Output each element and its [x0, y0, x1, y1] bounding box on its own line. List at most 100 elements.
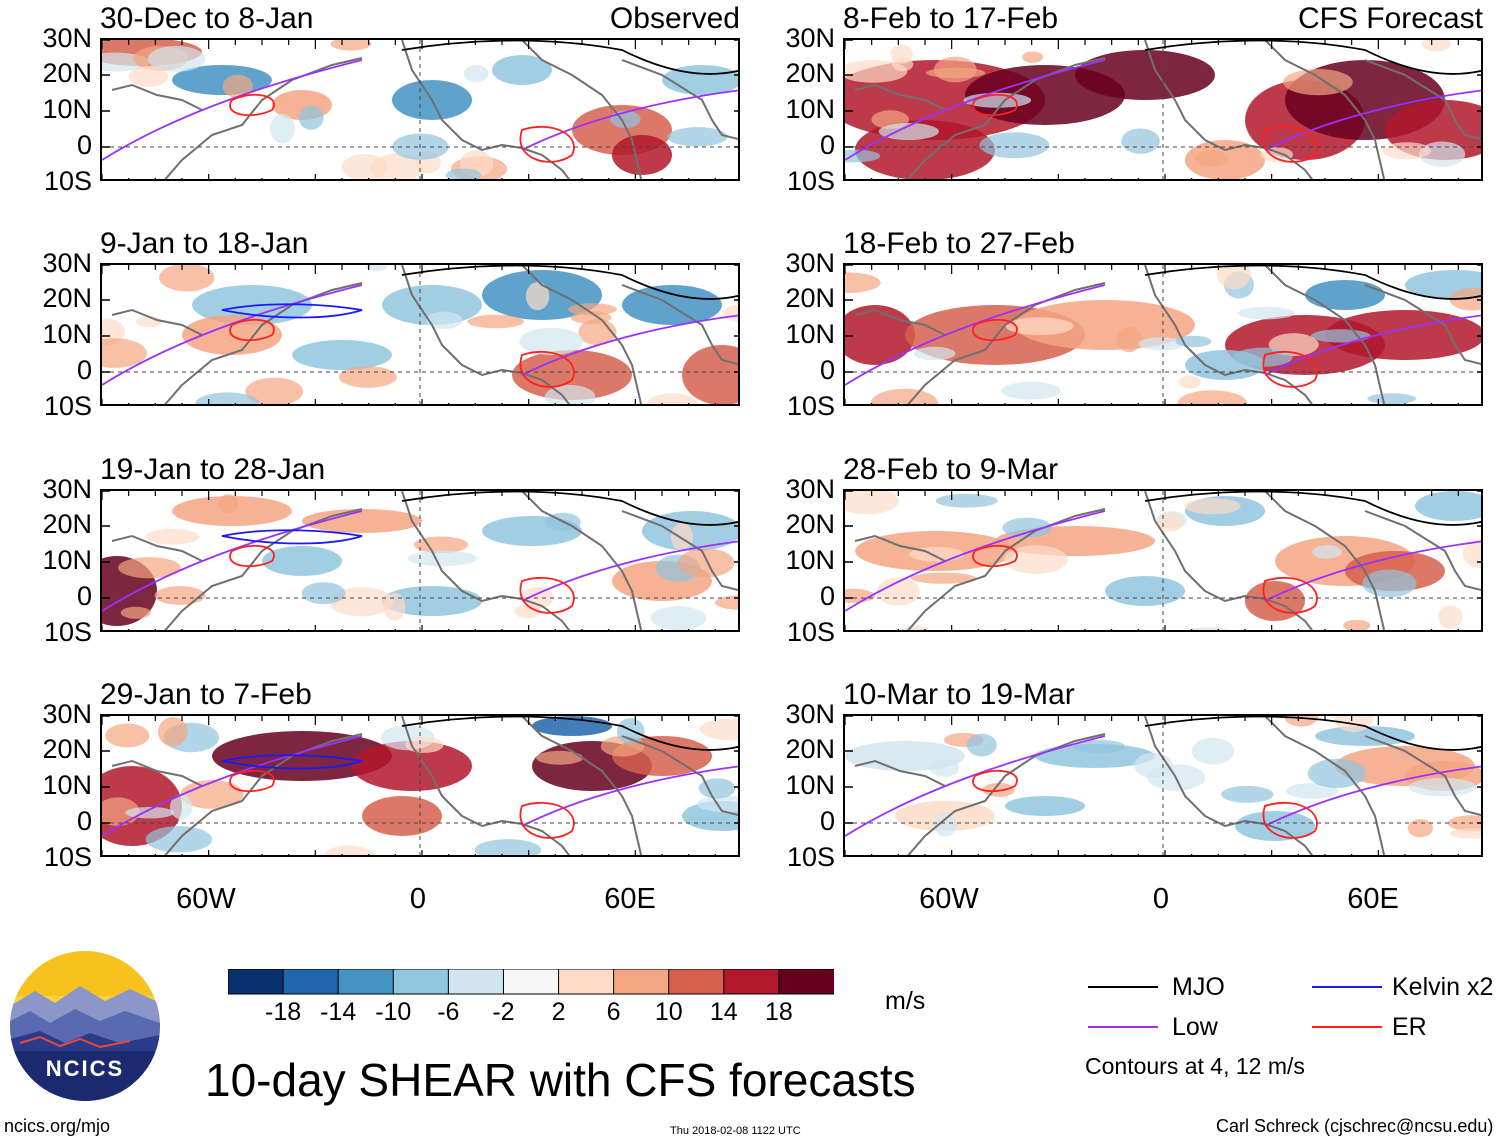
lat-label-1-1: 20N: [785, 58, 835, 88]
colorbar-tick-label-6: 6: [606, 998, 621, 1026]
colorbar-swatch-10: [778, 968, 835, 995]
colorbar-swatch-6: [558, 968, 615, 995]
lat-label-6-2: 10N: [42, 770, 92, 800]
contour-line: [1264, 765, 1481, 827]
contour-line: [1144, 716, 1481, 751]
lat-label-4-2: 10N: [42, 545, 92, 575]
lat-label-7-3: 0: [819, 806, 835, 836]
map-field-4: [102, 491, 738, 630]
legend-line-low: [1088, 1026, 1158, 1028]
shear-shading: [845, 40, 1481, 179]
contour-line: [521, 540, 738, 602]
lat-label-5-1: 20N: [785, 509, 835, 539]
lat-label-0-4: 10S: [43, 166, 92, 196]
lat-label-5-3: 0: [819, 581, 835, 611]
lat-label-7-2: 10N: [785, 770, 835, 800]
map-field-7: [845, 716, 1481, 855]
colorbar-swatch-0: [227, 968, 285, 995]
panel-title-3: 18-Feb to 27-Feb: [843, 227, 1075, 260]
legend-line-mjo: [1088, 986, 1158, 988]
contour-line: [1262, 801, 1318, 839]
contour-line: [401, 716, 738, 751]
lon-label-left-0: 0: [409, 883, 427, 915]
lon-label-left-60e: 60E: [604, 883, 656, 915]
colorbar-tick-label-9: 18: [765, 998, 793, 1026]
lat-label-6-4: 10S: [43, 842, 92, 872]
contour-line: [229, 93, 275, 117]
lat-label-1-4: 10S: [786, 166, 835, 196]
colorbar-swatch-4: [447, 968, 505, 995]
contour-line: [521, 89, 738, 151]
contour-line: [519, 576, 575, 614]
contour-line: [221, 754, 363, 770]
footer-timestamp: Thu 2018-02-08 1122 UTC: [670, 1125, 801, 1137]
lat-label-7-1: 20N: [785, 734, 835, 764]
lat-label-0-3: 0: [76, 130, 92, 160]
lat-label-2-2: 10N: [42, 319, 92, 349]
contours-note: Contours at 4, 12 m/s: [1085, 1053, 1305, 1079]
lat-label-3-4: 10S: [786, 391, 835, 421]
contour-line: [521, 765, 738, 827]
contour-line: [1264, 89, 1481, 151]
lat-label-3-3: 0: [819, 355, 835, 385]
lat-label-4-3: 0: [76, 581, 92, 611]
map-panel-4: [100, 489, 740, 632]
map-field-6: [102, 716, 738, 855]
shear-shading: [102, 716, 738, 855]
contour-line: [1144, 265, 1481, 300]
coastlines: [111, 40, 738, 179]
contour-line: [401, 491, 738, 526]
legend-label-low: Low: [1172, 1013, 1218, 1041]
lat-label-4-4: 10S: [43, 617, 92, 647]
colorbar-swatch-1: [282, 968, 340, 995]
contour-line: [102, 284, 363, 386]
contour-line: [1264, 314, 1481, 376]
legend-label-er: ER: [1392, 1013, 1427, 1041]
map-panel-1: [843, 38, 1483, 181]
panel-title-5: 28-Feb to 9-Mar: [843, 453, 1059, 486]
lat-label-0-2: 10N: [42, 94, 92, 124]
lat-label-2-4: 10S: [43, 391, 92, 421]
colorbar-swatch-3: [392, 968, 450, 995]
colorbar-tick-label-8: 14: [709, 998, 738, 1026]
colorbar-tick-label-5: 2: [551, 998, 566, 1026]
lat-label-1-0: 30N: [785, 23, 835, 53]
lat-label-3-2: 10N: [785, 319, 835, 349]
contour-line: [1262, 576, 1318, 614]
legend-label-kelvin: Kelvin x2: [1392, 973, 1494, 1001]
colorbar-swatch-7: [613, 968, 670, 995]
contour-line: [972, 544, 1018, 568]
lat-label-6-3: 0: [76, 806, 92, 836]
lat-label-0-1: 20N: [42, 58, 92, 88]
lat-label-7-4: 10S: [786, 842, 835, 872]
panel-label-0: Observed: [609, 2, 740, 35]
coastlines: [111, 716, 738, 855]
lat-label-4-1: 20N: [42, 509, 92, 539]
lat-label-1-2: 10N: [785, 94, 835, 124]
colorbar-tick-label-1: -14: [320, 998, 357, 1026]
contour-line: [221, 529, 363, 545]
lat-label-4-0: 30N: [42, 474, 92, 504]
lon-label-left-60w: 60W: [176, 883, 236, 915]
contour-line: [1262, 125, 1318, 163]
map-field-1: [845, 40, 1481, 179]
colorbar-tick-label-2: -10: [375, 998, 412, 1026]
shear-shading: [102, 494, 738, 630]
map-panel-6: [100, 714, 740, 857]
contour-line: [221, 303, 363, 319]
panel-title-6: 29-Jan to 7-Feb: [100, 678, 312, 711]
legend-label-mjo: MJO: [1172, 973, 1225, 1001]
panel-title-2: 9-Jan to 18-Jan: [100, 227, 309, 260]
map-field-0: [102, 40, 738, 179]
lat-label-2-3: 0: [76, 355, 92, 385]
map-panel-2: [100, 263, 740, 406]
footer-url[interactable]: ncics.org/mjo: [4, 1116, 111, 1136]
panel-label-1: CFS Forecast: [1297, 2, 1483, 35]
colorbar: [227, 968, 835, 1002]
coastlines: [111, 265, 738, 404]
legend-line-er: [1312, 1026, 1382, 1028]
map-field-2: [102, 265, 738, 404]
shear-shading: [845, 265, 1481, 404]
shear-shading: [102, 265, 738, 404]
contour-line: [1144, 491, 1481, 526]
